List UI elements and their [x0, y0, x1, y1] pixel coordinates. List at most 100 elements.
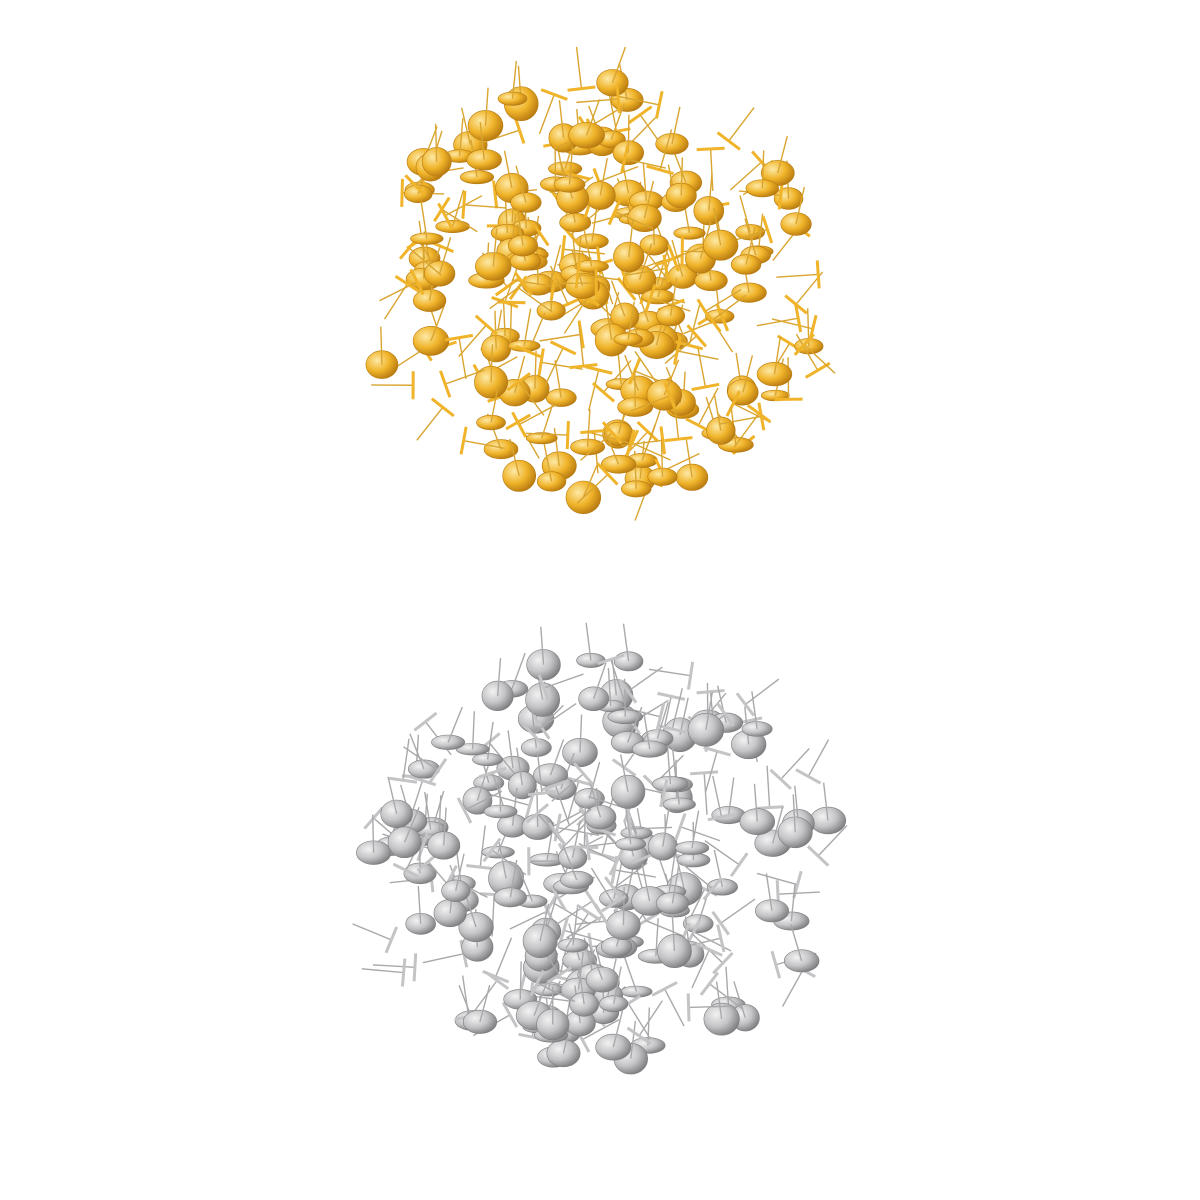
earring-post: [416, 397, 455, 441]
post-pin: [540, 626, 545, 665]
earring-post: [597, 653, 625, 700]
post-pin: [579, 714, 583, 753]
earring-post: [380, 776, 413, 829]
post-pin: [644, 919, 685, 937]
earring-post: [657, 913, 692, 969]
post-pin: [671, 865, 680, 904]
post-disc-edge: [564, 776, 593, 787]
post-disc-edge: [686, 324, 708, 348]
earring-post: [459, 426, 506, 455]
post-disc-edge: [511, 411, 528, 438]
post-pin: [648, 668, 691, 677]
earring-post: [511, 404, 557, 438]
post-pin: [630, 395, 671, 412]
post-pin: [655, 918, 659, 957]
earring-post: [584, 158, 616, 210]
earring-post: [461, 190, 506, 219]
earring-post: [565, 903, 602, 949]
post-pin: [607, 89, 618, 132]
earring-post: [783, 924, 820, 973]
earring-post: [647, 438, 678, 486]
post-pin: [403, 746, 439, 771]
post-pin: [713, 393, 722, 431]
post-pin: [756, 872, 798, 886]
earring-post: [618, 666, 663, 704]
post-pin: [442, 807, 447, 846]
post-pin: [627, 1003, 652, 1040]
earring-post: [673, 336, 719, 365]
post-pin: [777, 891, 820, 895]
post-disc-edge: [576, 903, 602, 922]
post-disc-edge: [702, 876, 723, 901]
post-pin: [534, 350, 537, 389]
earring-post: [412, 305, 450, 356]
post-pin: [515, 165, 527, 203]
post-disc-edge: [541, 779, 570, 792]
earring-post: [664, 324, 708, 364]
earring-post: [703, 981, 740, 1036]
post-disc-edge: [702, 308, 722, 333]
earring-post: [475, 228, 512, 281]
post-pin: [771, 318, 813, 330]
earring-post: [574, 228, 609, 273]
earring-post: [686, 993, 731, 1022]
post-pin: [792, 794, 796, 833]
earring-post: [481, 657, 514, 711]
earring-post: [656, 278, 686, 327]
earring-post: [683, 304, 730, 335]
post-pin: [614, 869, 656, 878]
post-pin: [777, 136, 788, 174]
post-disc-edge: [659, 779, 669, 808]
post-disc-edge: [474, 314, 498, 336]
post-disc-edge: [597, 653, 625, 666]
post-disc-edge: [400, 958, 407, 987]
post-pin: [551, 773, 584, 802]
earring-post: [431, 706, 466, 750]
post-pin: [742, 355, 754, 393]
earring-post: [352, 923, 399, 954]
post-pin: [612, 1010, 624, 1048]
post-pin: [463, 439, 506, 449]
post-disc-edge: [527, 790, 556, 797]
post-pin: [773, 336, 782, 375]
post-disc-edge: [815, 260, 821, 289]
post-disc-edge: [715, 304, 730, 332]
earring-post: [510, 165, 542, 213]
post-pin: [589, 431, 631, 444]
post-pin: [576, 473, 609, 504]
earring-post: [539, 320, 585, 349]
post-pin: [776, 273, 819, 278]
post-pin: [586, 409, 591, 448]
earring-post: [716, 107, 755, 151]
post-pin: [489, 793, 530, 807]
post-pin: [688, 1005, 731, 1009]
earring-post: [551, 762, 594, 802]
post-disc-edge: [501, 1001, 519, 1028]
post-pin: [490, 385, 500, 423]
earring-post: [627, 180, 662, 233]
earring-post: [625, 429, 671, 461]
post-pin: [603, 428, 620, 465]
post-pin: [476, 764, 490, 801]
earring-post: [652, 746, 689, 792]
post-pin: [613, 862, 648, 889]
earring-post: [617, 369, 654, 417]
post-disc-edge: [537, 348, 545, 377]
post-pin: [795, 186, 806, 225]
earring-post: [576, 463, 619, 504]
earring-post: [466, 121, 502, 171]
post-pin: [619, 754, 629, 792]
post-disc-edge: [546, 966, 572, 984]
earring-post: [507, 747, 537, 800]
earring-post: [569, 324, 598, 370]
post-pin: [447, 706, 463, 743]
post-disc-edge: [389, 776, 418, 784]
post-disc-edge: [636, 420, 660, 443]
post-pin: [422, 953, 464, 964]
post-pin: [432, 790, 445, 828]
earring-post: [658, 688, 687, 734]
earring-post: [553, 146, 586, 193]
post-pin: [588, 943, 603, 980]
earring-post: [702, 207, 739, 261]
post-disc-edge: [755, 805, 784, 810]
